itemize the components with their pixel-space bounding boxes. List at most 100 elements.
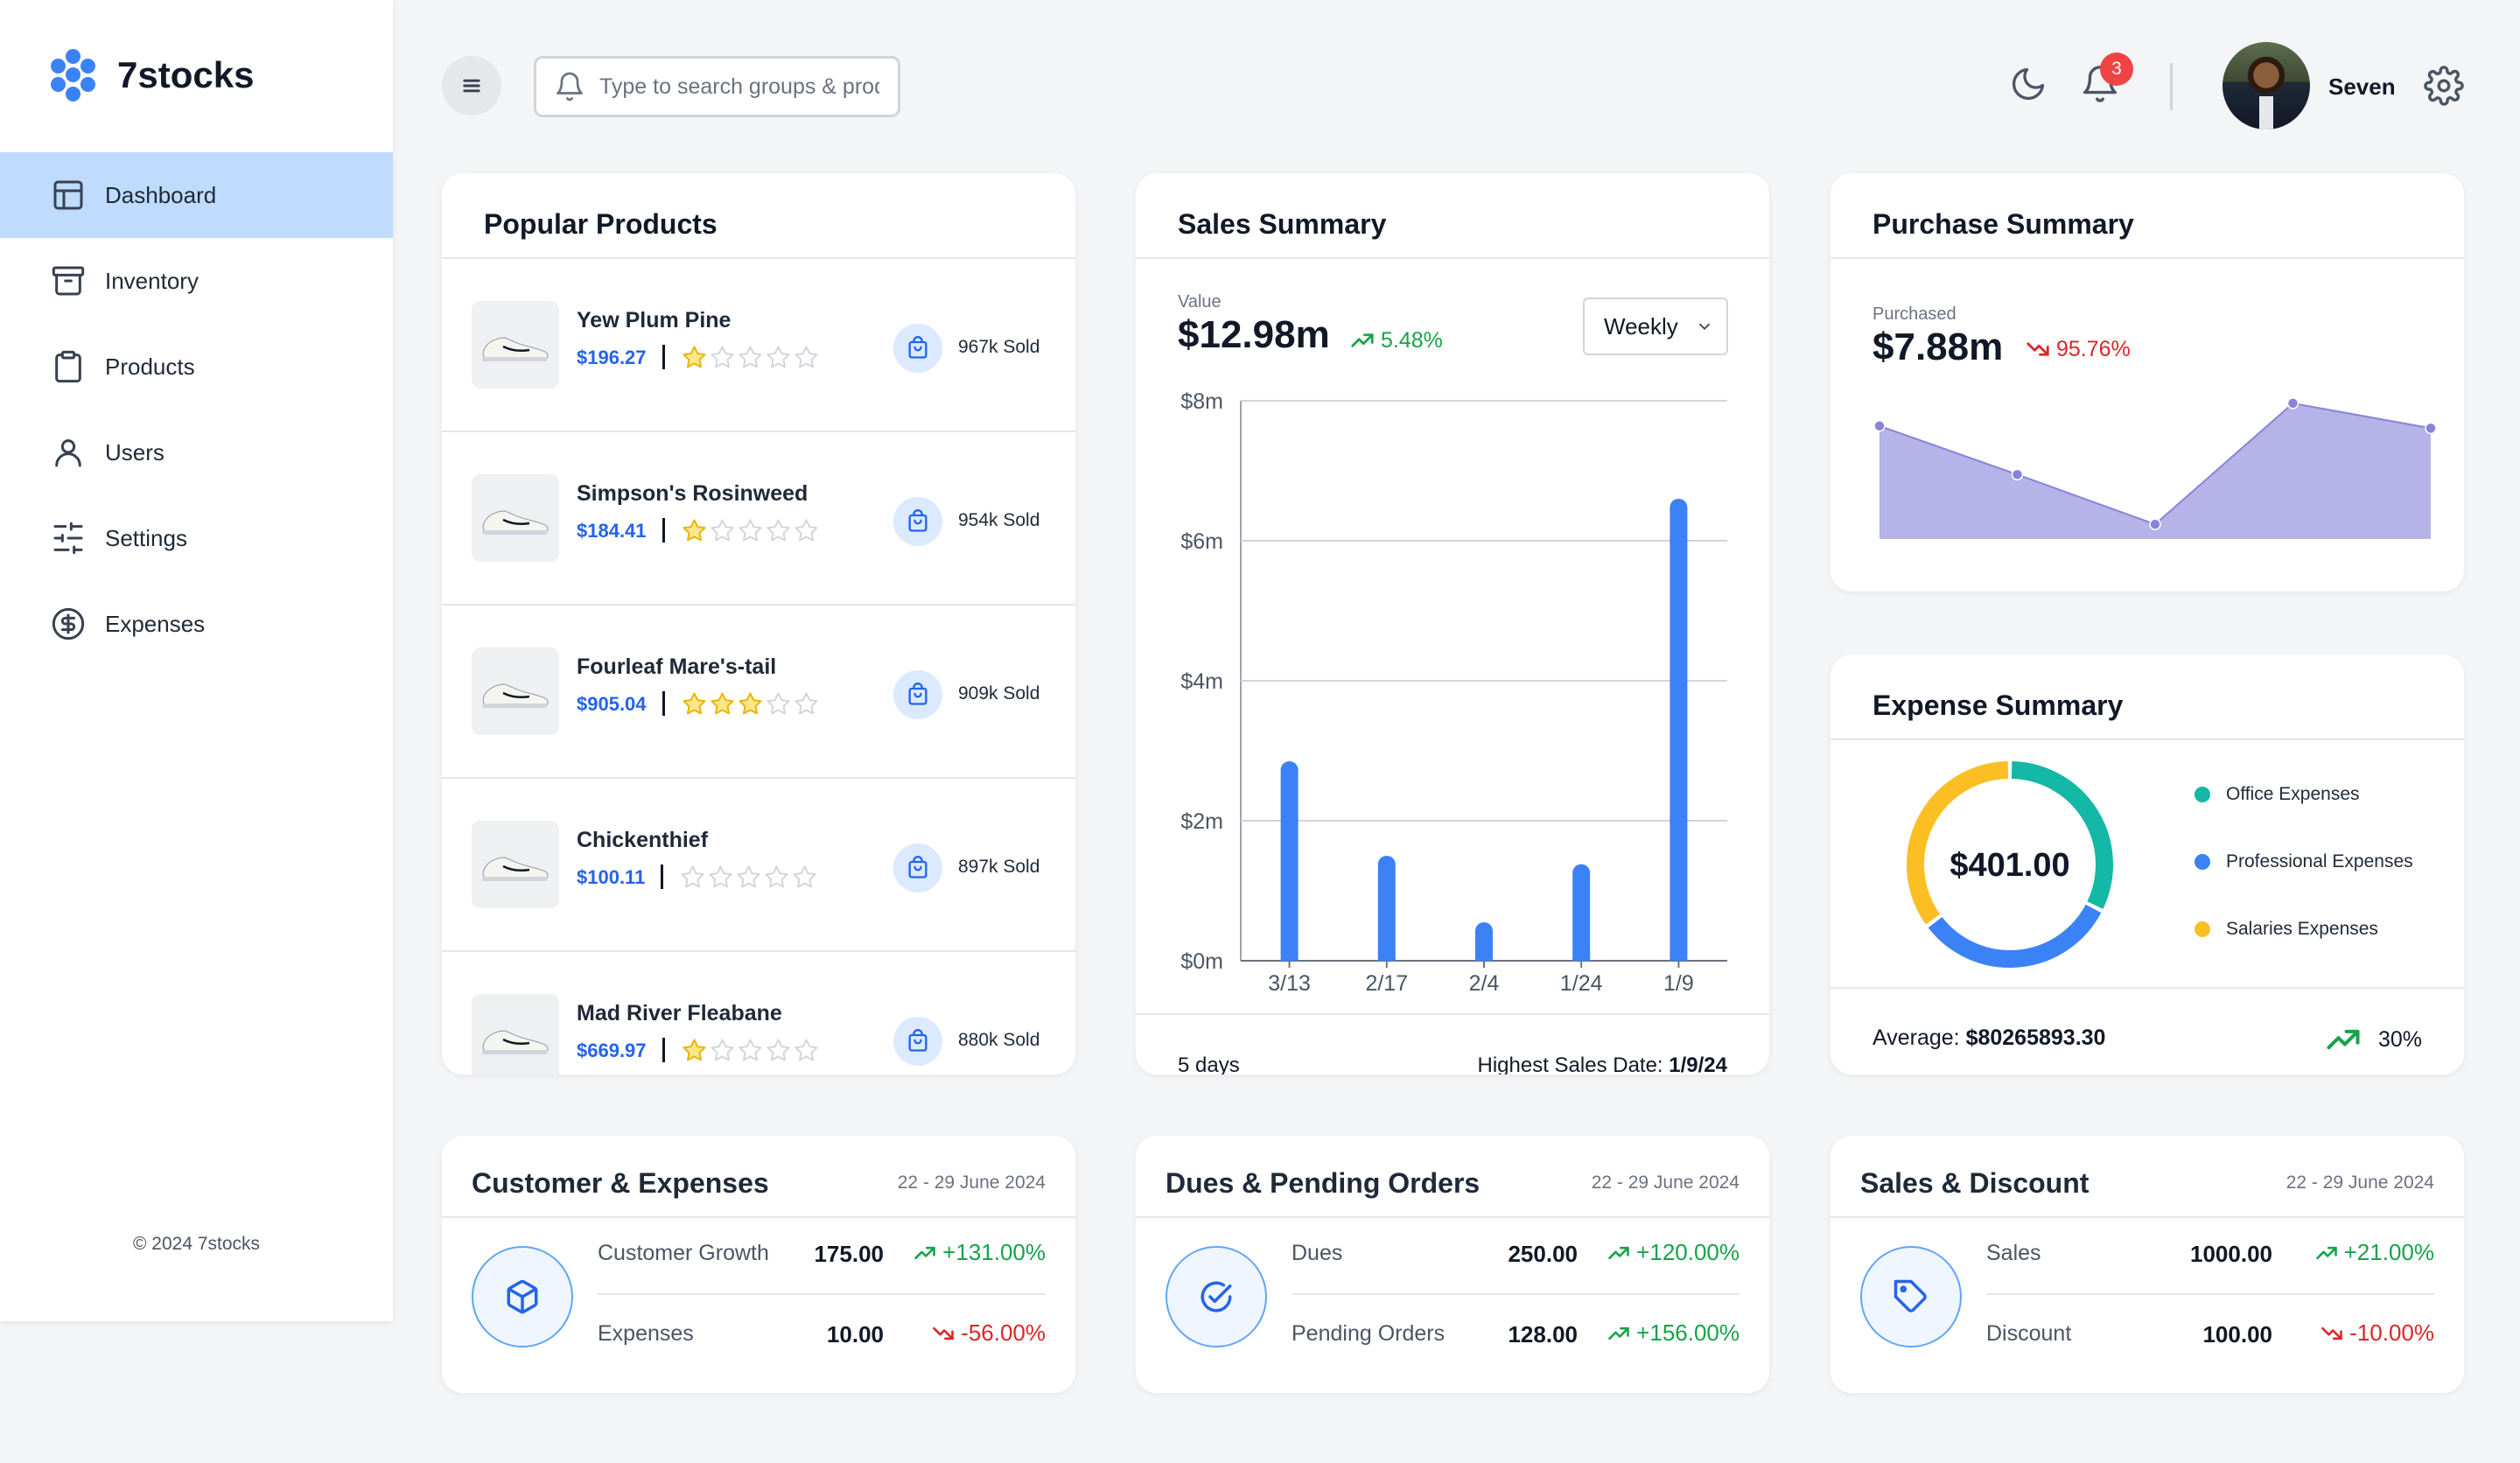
card-title: Expense Summary: [1872, 690, 2124, 721]
product-row[interactable]: Fourleaf Mare's-tail $905.04 909k Sold: [442, 606, 1075, 779]
product-sold: 954k Sold: [958, 510, 1040, 530]
logo[interactable]: 7stocks: [47, 49, 254, 102]
check-circle-icon: [1200, 1281, 1232, 1312]
area-point[interactable]: [2425, 422, 2437, 435]
price-rating-separator: [661, 864, 664, 889]
bar[interactable]: [1670, 499, 1688, 961]
sidebar-item-users[interactable]: Users: [0, 410, 393, 495]
sales-footer-highest: Highest Sales Date: 1/9/24: [1477, 1054, 1727, 1074]
trending-up-icon: [1351, 333, 1374, 347]
sidebar-item-dashboard[interactable]: Dashboard: [0, 152, 393, 238]
gear-icon: [2424, 66, 2464, 106]
area-point[interactable]: [2286, 397, 2300, 410]
row-value: 1000.00: [2190, 1241, 2272, 1267]
user-icon: [55, 439, 81, 467]
sidebar-item-label: Settings: [105, 524, 187, 551]
donut-slice[interactable]: [2011, 761, 2113, 909]
legend-dot: [2194, 787, 2210, 802]
bar[interactable]: [1377, 856, 1396, 961]
highest-sales-date: 1/9/24: [1669, 1054, 1727, 1074]
price-rating-separator: [662, 691, 665, 716]
settings-button[interactable]: [2419, 61, 2468, 110]
row-value: 100.00: [2202, 1321, 2272, 1348]
product-rating: [682, 518, 819, 543]
sidebar-item-products[interactable]: Products: [0, 324, 393, 410]
purchased-label: Purchased: [1872, 304, 1956, 324]
shopping-bag-button[interactable]: [893, 1017, 942, 1066]
product-price: $669.97: [577, 1040, 647, 1061]
menu-button[interactable]: [442, 56, 501, 116]
star-filled-icon: [682, 692, 706, 715]
card-divider: [1136, 257, 1769, 259]
sales-discount-card: Sales & Discount 22 - 29 June 2024 Sales…: [1830, 1136, 2464, 1393]
card-divider: [1830, 987, 2464, 989]
y-tick-label: $2m: [1180, 809, 1223, 834]
card-divider: [1830, 738, 2464, 740]
legend-office: Office Expenses: [2194, 784, 2360, 805]
area-point[interactable]: [2011, 468, 2024, 481]
sneaker-icon: [482, 1030, 549, 1054]
search-box: [534, 56, 900, 117]
product-rating: [682, 345, 819, 370]
purchase-change: 95.76%: [2025, 336, 2131, 362]
product-name: Simpson's Rosinweed: [577, 481, 808, 506]
card-title: Popular Products: [484, 208, 718, 240]
dark-mode-toggle[interactable]: [2004, 60, 2053, 108]
legend-label: Office Expenses: [2226, 784, 2360, 804]
product-image: [472, 474, 559, 562]
row-change: +120.00%: [1606, 1239, 1740, 1266]
card-divider: [1830, 257, 2464, 259]
card-title: Customer & Expenses: [472, 1167, 769, 1199]
area-point[interactable]: [2149, 518, 2161, 530]
star-filled-icon: [682, 1039, 706, 1061]
x-tick-label: 2/4: [1469, 971, 1500, 996]
box-icon-circle: [472, 1246, 573, 1348]
trending-up-icon: [914, 1246, 935, 1259]
product-image: [472, 301, 559, 388]
sidebar-item-label: Users: [105, 438, 164, 466]
row-divider: [1292, 1293, 1740, 1295]
area-point[interactable]: [1873, 420, 1886, 432]
star-empty-icon: [710, 519, 734, 542]
product-row[interactable]: Chickenthief $100.11 897k Sold: [442, 779, 1075, 952]
period-select[interactable]: Weekly: [1583, 298, 1728, 355]
search-input[interactable]: [599, 74, 879, 100]
star-empty-icon: [709, 865, 732, 888]
star-empty-icon: [766, 1039, 790, 1061]
product-name: Fourleaf Mare's-tail: [577, 654, 777, 679]
shopping-bag-button[interactable]: [893, 324, 942, 373]
shopping-bag-icon: [908, 509, 928, 532]
bar[interactable]: [1475, 922, 1493, 961]
y-tick-label: $0m: [1180, 949, 1223, 974]
product-sold: 880k Sold: [958, 1030, 1040, 1050]
sidebar-item-label: Dashboard: [105, 181, 217, 208]
product-row[interactable]: Yew Plum Pine $196.27 967k Sold: [442, 259, 1075, 432]
donut-slice[interactable]: [1928, 904, 2102, 968]
bar[interactable]: [1280, 761, 1298, 961]
row-divider: [1986, 1293, 2434, 1295]
sidebar-item-settings[interactable]: Settings: [0, 495, 393, 581]
row-change: -10.00%: [2320, 1320, 2434, 1347]
trending-up-icon: [1608, 1246, 1629, 1259]
shopping-bag-button[interactable]: [893, 670, 942, 719]
bar[interactable]: [1572, 864, 1591, 961]
shopping-bag-button[interactable]: [893, 844, 942, 892]
sales-change-value: 5.48%: [1381, 327, 1443, 353]
avatar[interactable]: [2222, 42, 2310, 130]
package-icon: [507, 1279, 538, 1314]
tag-icon: [1894, 1279, 1927, 1312]
average-label: Average:: [1872, 1026, 1960, 1050]
row-label: Expenses: [598, 1321, 694, 1346]
shopping-bag-button[interactable]: [893, 497, 942, 546]
sidebar-item-inventory[interactable]: Inventory: [0, 238, 393, 324]
sidebar-item-label: Expenses: [105, 610, 206, 637]
product-row[interactable]: Simpson's Rosinweed $184.41 954k Sold: [442, 432, 1075, 606]
row-change-value: +21.00%: [2343, 1239, 2434, 1265]
purchase-change-value: 95.76%: [2056, 336, 2131, 361]
donut-slice[interactable]: [1907, 761, 2009, 925]
product-row[interactable]: Mad River Fleabane $669.97 880k Sold: [442, 952, 1075, 1074]
row-label: Discount: [1986, 1321, 2072, 1346]
sales-bar-chart: $0m $2m $4m $6m $8m 3/13 2/17 2/4 1/24 1/9: [1180, 389, 1727, 996]
sidebar-item-expenses[interactable]: Expenses: [0, 581, 393, 667]
legend-dot: [2194, 921, 2210, 937]
